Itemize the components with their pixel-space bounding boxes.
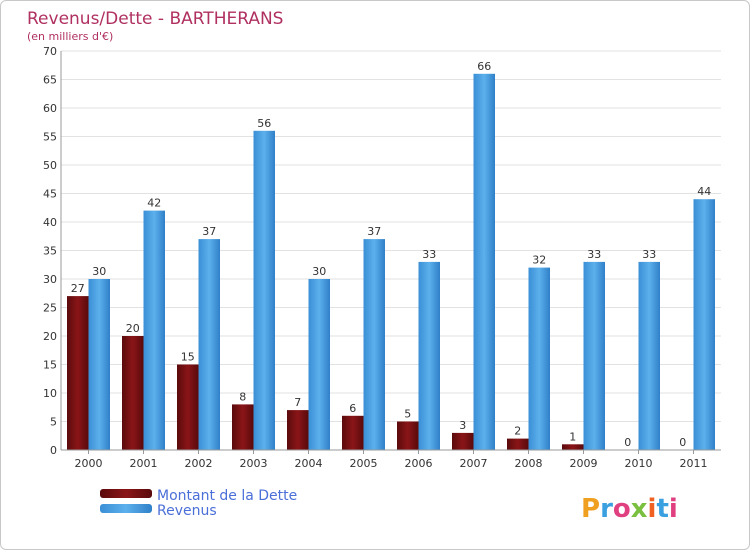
bar-revenus [363, 239, 385, 450]
x-tick-label: 2007 [460, 457, 488, 470]
x-tick-label: 2003 [240, 457, 268, 470]
y-tick-label: 0 [50, 444, 57, 457]
data-label: 37 [367, 225, 381, 238]
bar-revenus [88, 279, 110, 450]
x-tick-label: 2011 [680, 457, 708, 470]
data-label: 56 [257, 117, 271, 130]
x-tick-label: 2010 [625, 457, 653, 470]
data-label: 33 [587, 248, 601, 261]
y-tick-label: 15 [43, 359, 57, 372]
bar-dette [397, 421, 419, 450]
data-label: 66 [477, 60, 491, 73]
data-label: 42 [147, 197, 161, 210]
x-tick-label: 2004 [295, 457, 323, 470]
x-tick-label: 2009 [570, 457, 598, 470]
bar-revenus [418, 261, 440, 450]
bar-revenus [473, 73, 495, 451]
data-label: 1 [569, 430, 576, 443]
data-label: 30 [92, 265, 106, 278]
data-label: 30 [312, 265, 326, 278]
legend-swatch-debt [100, 489, 152, 498]
y-tick-label: 40 [43, 216, 57, 229]
y-tick-label: 50 [43, 159, 57, 172]
data-label: 7 [294, 396, 301, 409]
y-axis-ticks: 0 5 10 15 20 25 30 35 40 45 50 55 60 65 70 [43, 45, 57, 457]
legend-swatch-revenus [100, 504, 152, 513]
bar-dette [287, 410, 309, 450]
data-label: 27 [71, 282, 85, 295]
data-label: 6 [349, 402, 356, 415]
data-label: 2 [514, 425, 521, 438]
data-label: 3 [459, 419, 466, 432]
bar-dette [232, 404, 254, 450]
chart-subtitle: (en milliers d'€) [27, 30, 113, 43]
y-tick-label: 35 [43, 245, 57, 258]
y-tick-label: 45 [43, 188, 57, 201]
bar-dette [67, 296, 89, 450]
x-tick-label: 2006 [405, 457, 433, 470]
data-label: 0 [624, 436, 631, 449]
bar-revenus [638, 261, 660, 450]
bar-dette [452, 432, 474, 450]
legend: Montant de la Dette Revenus [100, 488, 297, 519]
y-tick-label: 60 [43, 102, 57, 115]
data-label: 20 [126, 322, 140, 335]
y-tick-label: 10 [43, 387, 57, 400]
bar-dette [562, 444, 584, 450]
y-tick-label: 65 [43, 74, 57, 87]
bar-dette [177, 364, 199, 450]
y-tick-label: 20 [43, 330, 57, 343]
y-tick-label: 25 [43, 302, 57, 315]
bars [67, 73, 715, 451]
bar-revenus [253, 130, 275, 451]
x-tick-label: 2000 [75, 457, 103, 470]
data-label: 44 [697, 185, 711, 198]
bar-dette [507, 438, 529, 450]
data-label: 33 [642, 248, 656, 261]
y-tick-label: 30 [43, 273, 57, 286]
y-tick-label: 70 [43, 45, 57, 58]
data-label: 37 [202, 225, 216, 238]
data-label: 5 [404, 408, 411, 421]
data-label: 0 [679, 436, 686, 449]
grid [61, 50, 721, 422]
x-tick-label: 2001 [130, 457, 158, 470]
bar-revenus [528, 267, 550, 450]
data-label: 8 [239, 390, 246, 403]
data-label: 15 [181, 351, 195, 364]
legend-label-debt: Montant de la Dette [157, 488, 297, 504]
data-label: 33 [422, 248, 436, 261]
y-tick-label: 55 [43, 131, 57, 144]
bar-revenus [308, 279, 330, 450]
x-tick-label: 2002 [185, 457, 213, 470]
chart-title: Revenus/Dette - BARTHERANS [27, 9, 283, 29]
x-tick-label: 2005 [350, 457, 378, 470]
bar-revenus [693, 199, 715, 450]
y-tick-label: 5 [50, 416, 57, 429]
bar-revenus [583, 261, 605, 450]
bar-dette [342, 415, 364, 450]
legend-label-revenus: Revenus [157, 503, 217, 519]
bar-revenus [198, 239, 220, 450]
x-axis-ticks: 2000 2001 2002 2003 2004 2005 2006 2007 2008 2009… [75, 450, 708, 470]
data-label: 32 [532, 254, 546, 267]
proxiti-logo: Proxiti [581, 494, 678, 524]
x-tick-label: 2008 [515, 457, 543, 470]
bar-revenus [143, 210, 165, 450]
bar-dette [122, 336, 144, 450]
